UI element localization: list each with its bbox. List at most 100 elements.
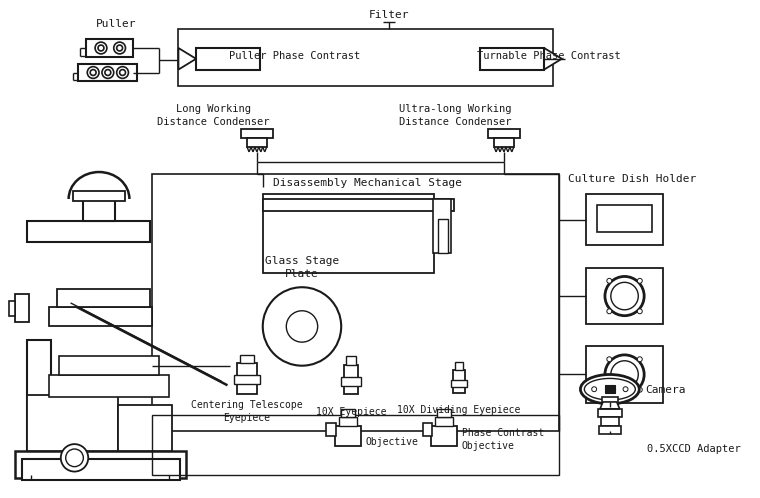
Bar [234, 375, 260, 384]
Circle shape [605, 355, 644, 394]
Circle shape [95, 42, 107, 54]
Text: Puller Phase Contrast: Puller Phase Contrast [229, 51, 359, 61]
Bar [598, 409, 622, 417]
Circle shape [117, 45, 122, 51]
Bar [84, 199, 115, 221]
Bar [237, 363, 257, 394]
Circle shape [606, 309, 612, 314]
Bar [72, 191, 125, 201]
Circle shape [638, 309, 642, 314]
Polygon shape [544, 48, 562, 70]
Bar [327, 422, 336, 436]
Bar [49, 375, 169, 397]
Text: Objective: Objective [366, 437, 419, 447]
Circle shape [105, 70, 111, 76]
Text: Disassembly Mechanical Stage: Disassembly Mechanical Stage [273, 178, 462, 188]
Bar [78, 64, 138, 81]
Bar [14, 294, 30, 322]
Circle shape [623, 387, 628, 391]
Bar [437, 409, 451, 417]
Bar [27, 221, 150, 242]
Bar [453, 370, 464, 393]
Bar [263, 194, 435, 272]
Circle shape [592, 387, 597, 391]
Text: 0.5XCCD Adapter: 0.5XCCD Adapter [647, 444, 741, 454]
Bar [152, 173, 559, 431]
Bar [586, 267, 663, 325]
Circle shape [119, 70, 125, 76]
Bar [423, 422, 432, 436]
Circle shape [102, 67, 114, 78]
Text: Centering Telescope
Eyepiece: Centering Telescope Eyepiece [192, 400, 303, 423]
Polygon shape [600, 402, 619, 409]
Bar [179, 29, 553, 86]
Bar [605, 385, 615, 393]
Bar [597, 205, 652, 233]
Circle shape [638, 278, 642, 283]
Circle shape [638, 357, 642, 362]
Bar [599, 426, 621, 434]
Circle shape [114, 42, 125, 54]
Bar [346, 356, 356, 365]
Circle shape [87, 67, 99, 78]
Bar [240, 355, 254, 363]
Ellipse shape [581, 374, 639, 404]
Circle shape [606, 387, 612, 392]
Bar [21, 459, 180, 481]
Circle shape [61, 444, 88, 472]
Bar [263, 199, 454, 211]
Text: Turnable Phase Contrast: Turnable Phase Contrast [477, 51, 621, 61]
Bar [586, 346, 663, 403]
Bar [9, 301, 14, 316]
Text: Culture Dish Holder: Culture Dish Holder [568, 174, 696, 184]
Text: 10X Dividing Eyepiece: 10X Dividing Eyepiece [397, 405, 521, 415]
Text: Long Working
Distance Condenser: Long Working Distance Condenser [157, 104, 270, 127]
Circle shape [263, 287, 341, 366]
Bar [49, 307, 152, 327]
Bar [152, 415, 559, 476]
Bar [435, 417, 453, 426]
Bar [488, 129, 520, 138]
Bar [602, 397, 618, 407]
Bar [494, 138, 514, 147]
Circle shape [606, 357, 612, 362]
Bar [87, 39, 133, 57]
Bar [586, 194, 663, 245]
Circle shape [611, 361, 638, 388]
Bar [601, 417, 619, 426]
Circle shape [606, 278, 612, 283]
Bar [341, 409, 355, 417]
Bar [439, 219, 448, 253]
Bar [344, 365, 358, 394]
Circle shape [90, 70, 96, 76]
Bar [14, 451, 186, 479]
Bar [241, 129, 273, 138]
Bar [59, 356, 159, 375]
Circle shape [98, 45, 104, 51]
Bar [480, 48, 544, 70]
Circle shape [117, 67, 128, 78]
Text: 10X Eyepiece: 10X Eyepiece [315, 407, 386, 417]
Text: Ultra-long Working
Distance Condenser: Ultra-long Working Distance Condenser [399, 104, 511, 127]
Circle shape [605, 276, 644, 316]
Bar [196, 48, 260, 70]
Bar [27, 340, 51, 451]
Bar [247, 138, 267, 147]
Text: Glass Stage
Plate: Glass Stage Plate [264, 256, 339, 279]
Bar [57, 289, 150, 307]
Bar [339, 417, 357, 426]
Text: Filter: Filter [369, 9, 410, 19]
Bar [341, 377, 361, 386]
Bar [455, 362, 463, 370]
Bar [451, 380, 467, 387]
Polygon shape [179, 48, 196, 70]
Circle shape [65, 449, 84, 467]
Circle shape [611, 282, 638, 310]
Bar [335, 426, 361, 446]
Bar [27, 395, 118, 451]
Bar [432, 426, 457, 446]
Circle shape [287, 311, 318, 342]
Text: Puller: Puller [96, 19, 136, 29]
Bar [433, 199, 451, 253]
Text: Camera: Camera [645, 385, 686, 395]
